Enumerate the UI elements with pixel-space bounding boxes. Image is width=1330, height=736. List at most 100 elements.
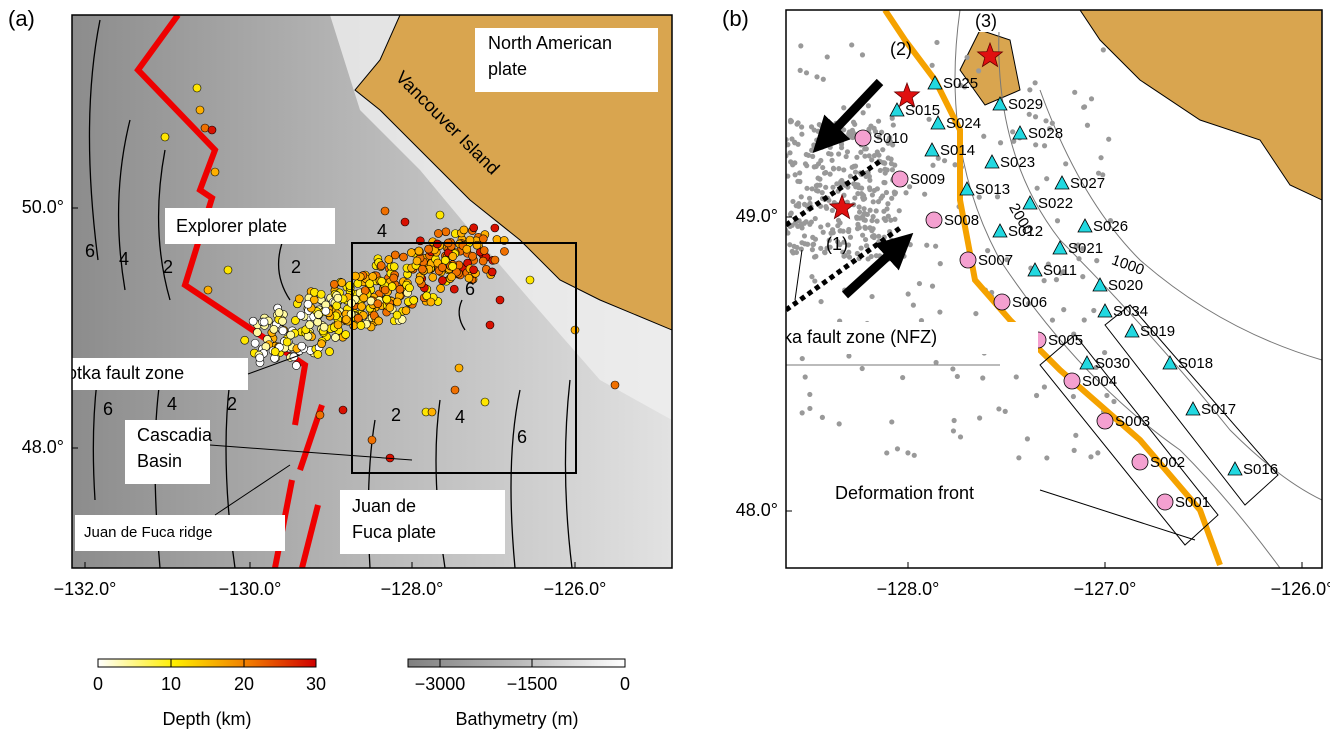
seismic-event [958,434,963,439]
seismic-event [846,227,851,232]
seismic-event [828,145,833,150]
earthquake [479,235,487,243]
seismic-event [895,446,900,451]
seismic-event [867,178,872,183]
obs-station [926,212,942,228]
station-label: S010 [873,130,908,147]
seismic-event [855,191,860,196]
x-tick-label: −128.0° [381,579,444,599]
contour-label: 4 [119,249,129,269]
seismic-event [933,244,938,249]
earthquake [391,251,399,259]
earthquake [390,263,398,271]
earthquake [208,126,216,134]
seismic-event [831,166,836,171]
earthquake [526,276,534,284]
seismic-event [876,234,881,239]
station-label: S001 [1175,494,1210,511]
earthquake [438,276,446,284]
seismic-event [835,223,840,228]
map-b: S025S015S029S024S028S014S023S027S013S022… [740,10,1322,568]
station-label: S027 [1070,175,1105,192]
seismic-event [1034,393,1039,398]
seismic-event [906,291,911,296]
y-tick-label: 49.0° [736,206,778,226]
seismic-event [924,243,929,248]
seismic-event [851,164,856,169]
earthquake [292,361,300,369]
earthquake [405,284,413,292]
earthquake [322,307,330,315]
earthquake [470,266,478,274]
seismic-event [814,183,819,188]
station-label: S004 [1082,373,1117,390]
seismic-event [1091,308,1096,313]
seismic-event [853,170,858,175]
earthquake [463,245,471,253]
station-label: S019 [1140,323,1175,340]
seismic-event [934,40,939,45]
seismic-event [790,249,795,254]
seismic-event [790,162,795,167]
seismic-event [804,70,809,75]
seismic-event [800,410,805,415]
seismic-event [882,180,887,185]
station-label: S005 [1048,332,1083,349]
contour-label: 6 [517,427,527,447]
seismic-event [788,212,793,217]
seismic-event [870,192,875,197]
seismic-event [1082,317,1087,322]
seismic-event [886,214,891,219]
earthquake [401,218,409,226]
seismic-event [800,356,805,361]
station-label: S009 [910,171,945,188]
seismic-event [809,148,814,153]
seismic-event [876,119,881,124]
seismic-event [799,124,804,129]
seismic-event [851,120,856,125]
earthquake [500,247,508,255]
earthquake [314,350,322,358]
station-label: S020 [1108,277,1143,294]
seismic-event [875,219,880,224]
seismic-event [825,54,830,59]
earthquake [496,296,504,304]
seismic-event [1071,394,1076,399]
seismic-event [787,150,792,155]
earthquake [193,84,201,92]
seismic-event [1035,186,1040,191]
earthquake [316,411,324,419]
earthquake [455,364,463,372]
station-label: S021 [1068,240,1103,257]
seismic-event [796,204,801,209]
seismic-event [854,155,859,160]
seismic-event [795,179,800,184]
seismic-event [863,237,868,242]
seismic-event [845,149,850,154]
seismic-event [802,202,807,207]
seismic-event [876,199,881,204]
colorbar-tick: −1500 [507,674,558,694]
seismic-event [859,245,864,250]
seismic-event [799,194,804,199]
seismic-event [835,137,840,142]
contour-label: 2 [291,257,301,277]
seismic-event [886,155,891,160]
seismic-event [871,226,876,231]
seismic-event [874,253,879,258]
station-label: S026 [1093,218,1128,235]
earthquake [460,226,468,234]
earthquake [415,276,423,284]
seismic-event [866,256,871,261]
colorbar-tick: 30 [306,674,326,694]
seismic-event [1101,47,1106,52]
seismic-event [857,204,862,209]
seismic-event [868,123,873,128]
seismic-event [996,406,1001,411]
seismic-event [1111,399,1116,404]
earthquake [479,257,487,265]
seismic-event [952,162,957,167]
earthquake [366,280,374,288]
y-tick-label: 48.0° [736,500,778,520]
seismic-event [998,140,1003,145]
